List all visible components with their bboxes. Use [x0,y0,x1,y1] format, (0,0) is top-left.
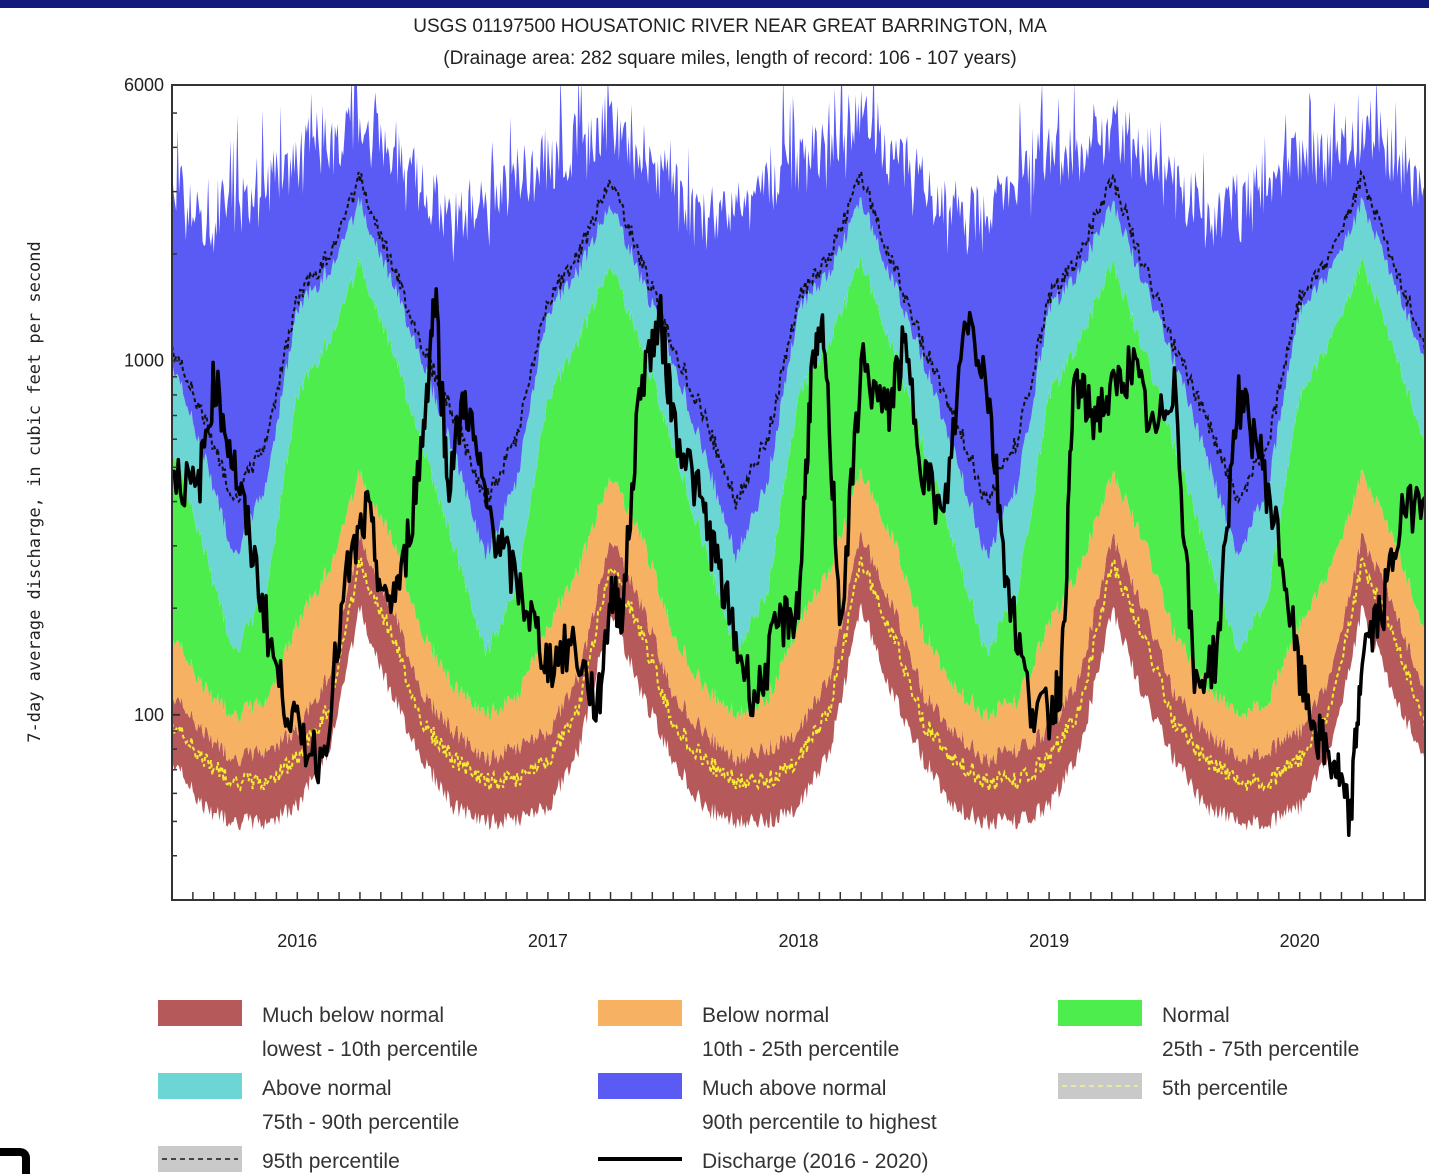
x-axis-ticks: 2016 2017 2018 2019 2020 [171,892,1426,951]
legend-label: Normal [1162,1004,1230,1027]
band-much-below-normal [172,530,1425,831]
legend-label: 5th percentile [1162,1077,1288,1100]
chart-subtitle: (Drainage area: 282 square miles, length… [443,48,1016,69]
percentile-lines [172,169,1425,794]
y-tick-label: 6000 [124,75,164,95]
x-tick-label: 2019 [1029,931,1069,951]
legend-item-much_below: Much below normal lowest - 10th percentil… [158,1000,478,1061]
legend-label: Below normal [702,1004,829,1027]
legend-item-much_above: Much above normal 90th percentile to high… [598,1073,937,1134]
legend-swatch [158,1000,242,1026]
legend: Much below normal lowest - 10th percentil… [158,1000,1359,1173]
legend-swatch [598,1000,682,1026]
percentile-bands [172,85,1425,831]
y-tick-label: 100 [134,705,164,725]
legend-sublabel: 10th - 25th percentile [702,1038,899,1061]
band-much-above-normal [172,85,1425,565]
percentile-5-line [172,556,1425,794]
y-axis-label: 7-day average discharge, in cubic feet p… [25,241,45,743]
legend-swatch [158,1073,242,1099]
x-tick-label: 2020 [1280,931,1320,951]
legend-label: Above normal [262,1077,392,1100]
legend-label: Much below normal [262,1004,444,1027]
x-tick-label: 2018 [778,931,818,951]
legend-item-above: Above normal 75th - 90th percentile [158,1073,459,1134]
legend-sublabel: lowest - 10th percentile [262,1038,478,1061]
legend-sublabel: 75th - 90th percentile [262,1111,459,1134]
discharge-series [172,287,1425,837]
legend-item-below: Below normal 10th - 25th percentile [598,1000,899,1061]
y-axis-ticks: 100 1000 6000 [124,75,180,857]
legend-item-p5: 5th percentile [1058,1073,1288,1100]
y-tick-label: 1000 [124,351,164,371]
legend-item-discharge: Discharge (2016 - 2020) [598,1150,928,1173]
legend-label: Discharge (2016 - 2020) [702,1150,928,1173]
legend-swatch [1058,1000,1142,1026]
top-banner-bar [0,0,1429,8]
legend-item-p95: 95th percentile [158,1146,400,1173]
x-tick-label: 2017 [528,931,568,951]
legend-label: Much above normal [702,1077,886,1100]
chart-title: USGS 01197500 HOUSATONIC RIVER NEAR GREA… [413,16,1047,37]
legend-swatch [598,1073,682,1099]
corner-logo-fragment [0,1148,30,1174]
percentile-95-line [172,169,1425,510]
legend-item-normal: Normal 25th - 75th percentile [1058,1000,1359,1061]
legend-sublabel: 25th - 75th percentile [1162,1038,1359,1061]
band-below-normal [172,468,1425,768]
x-tick-label: 2016 [277,931,317,951]
discharge-line [172,287,1425,837]
legend-sublabel: 90th percentile to highest [702,1111,937,1134]
legend-label: 95th percentile [262,1150,400,1173]
